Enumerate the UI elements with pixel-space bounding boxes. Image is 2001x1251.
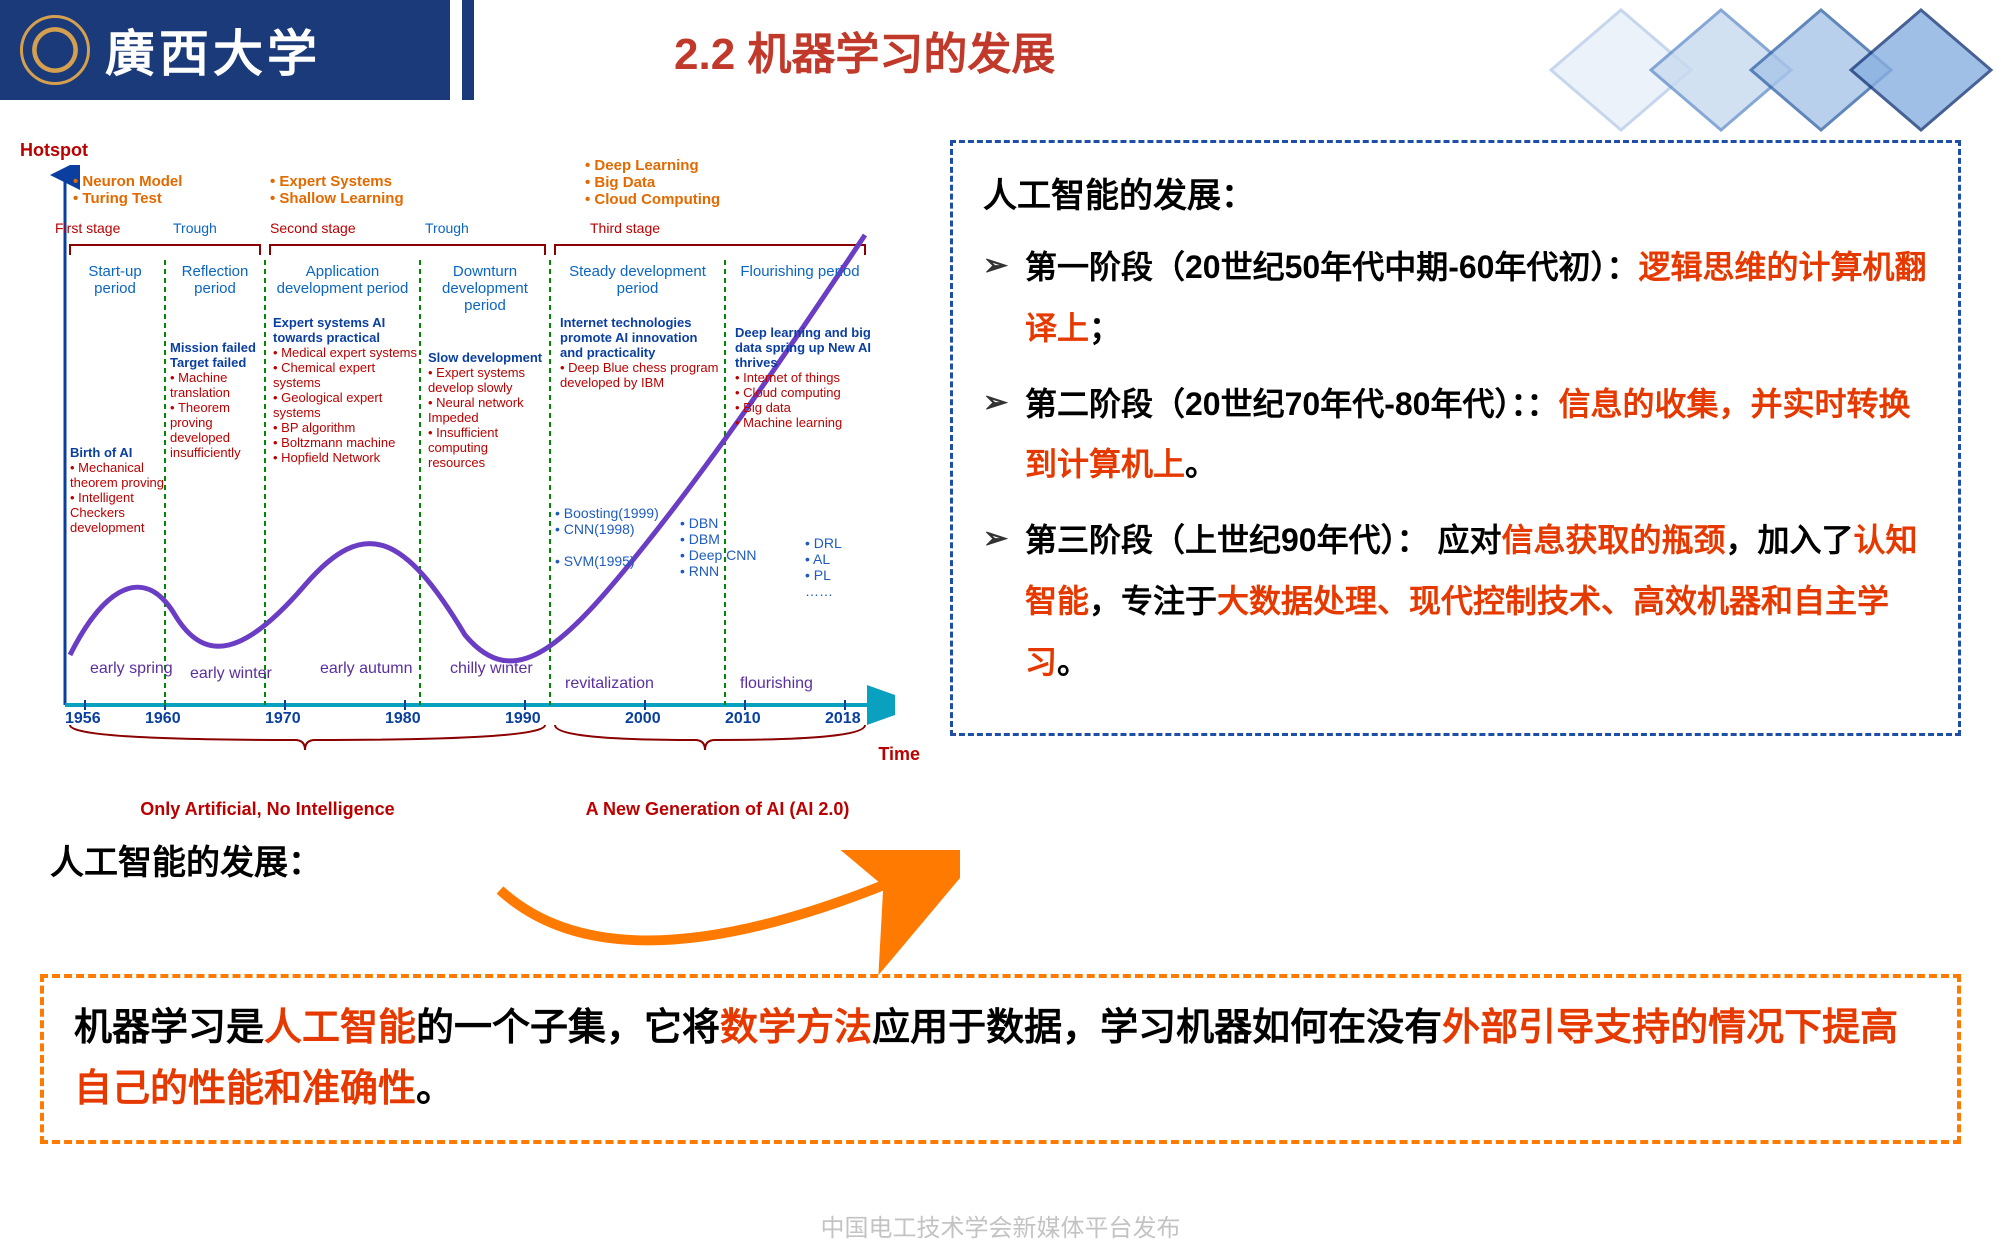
year-1980: 1980 <box>385 710 421 728</box>
main-content: Hotspot <box>0 100 2001 884</box>
col5-body: Internet technologies promote AI innovat… <box>560 315 720 390</box>
phase-1: early spring <box>90 660 173 678</box>
period-1: Start-up period <box>70 263 160 297</box>
summary-box: 机器学习是人工智能的一个子集，它将数学方法应用于数据，学习机器如何在没有外部引导… <box>40 974 1961 1144</box>
left-column: Hotspot <box>20 140 920 884</box>
col6-techs: • DRL• AL• PL…… <box>805 535 842 599</box>
col5-techs: • Boosting(1999)• CNN(1998)• SVM(1995) <box>555 505 659 569</box>
period-4: Downturn development period <box>425 263 545 314</box>
university-seal-icon <box>20 15 90 85</box>
logo-area: 廣西大学 <box>0 0 450 100</box>
col5-techs2: • DBN• DBM• Deep CNN• RNN <box>680 515 757 579</box>
footer-watermark: 中国电工技术学会新媒体平台发布 <box>0 1208 2001 1243</box>
phase-6: flourishing <box>740 675 813 693</box>
chart-text-layer: • Neuron Model• Turing Test • Expert Sys… <box>45 165 895 765</box>
university-name: 廣西大学 <box>105 14 321 86</box>
slide-title: 2.2 机器学习的发展 <box>674 18 1055 82</box>
col1-body: Birth of AI • Mechanical theorem proving… <box>70 445 165 535</box>
stage-1: 第一阶段（20世纪50年代中期-60年代初）：逻辑思维的计算机翻译上； <box>983 237 1928 359</box>
second-stage-label: Second stage <box>270 220 356 236</box>
trough2-label: Trough <box>425 220 469 236</box>
stages-panel: 人工智能的发展： 第一阶段（20世纪50年代中期-60年代初）：逻辑思维的计算机… <box>950 140 1961 736</box>
right-column: 人工智能的发展： 第一阶段（20世纪50年代中期-60年代初）：逻辑思维的计算机… <box>950 140 1961 884</box>
header-divider <box>462 0 474 100</box>
third-stage-label: Third stage <box>590 220 660 236</box>
year-1970: 1970 <box>265 710 301 728</box>
timeline-chart: Hotspot <box>20 140 920 820</box>
year-2000: 2000 <box>625 710 661 728</box>
y-axis-label: Hotspot <box>20 140 88 161</box>
period-2: Reflection period <box>170 263 260 297</box>
year-1960: 1960 <box>145 710 181 728</box>
stage1-bullets: • Neuron Model• Turing Test <box>73 173 182 207</box>
chart-caption: Only Artificial, No Intelligence A New G… <box>20 799 920 820</box>
stage2-bullets: • Expert Systems• Shallow Learning <box>270 173 404 207</box>
year-1990: 1990 <box>505 710 541 728</box>
col3-body: Expert systems AI towards practical • Me… <box>273 315 418 465</box>
sub-label: 人工智能的发展： <box>50 835 920 884</box>
phase-3: early autumn <box>320 660 413 678</box>
header: 廣西大学 2.2 机器学习的发展 <box>0 0 2001 100</box>
stage-3: 第三阶段（上世纪90年代）： 应对信息获取的瓶颈，加入了认知智能，专注于大数据处… <box>983 510 1928 692</box>
year-1956: 1956 <box>65 710 101 728</box>
trough1-label: Trough <box>173 220 217 236</box>
caption-right: A New Generation of AI (AI 2.0) <box>515 799 920 820</box>
panel-list: 第一阶段（20世纪50年代中期-60年代初）：逻辑思维的计算机翻译上； 第二阶段… <box>983 237 1928 693</box>
phase-2: early winter <box>190 665 272 683</box>
stage3-bullets: • Deep Learning• Big Data• Cloud Computi… <box>585 157 720 208</box>
period-3: Application development period <box>270 263 415 297</box>
phase-5: revitalization <box>565 675 654 693</box>
first-stage-label: First stage <box>55 220 120 236</box>
year-2018: 2018 <box>825 710 861 728</box>
col2-body: Mission failed Target failed • Machine t… <box>170 340 265 460</box>
stage-2: 第二阶段（20世纪70年代-80年代）：：信息的收集，并实时转换到计算机上。 <box>983 374 1928 496</box>
col6-body: Deep learning and big data spring up New… <box>735 325 885 430</box>
caption-left: Only Artificial, No Intelligence <box>20 799 515 820</box>
col4-body: Slow development • Expert systems develo… <box>428 350 548 470</box>
period-5: Steady development period <box>555 263 720 297</box>
x-axis-label: Time <box>878 744 920 765</box>
panel-title: 人工智能的发展： <box>983 168 1928 217</box>
period-6: Flourishing period <box>730 263 870 280</box>
phase-4: chilly winter <box>450 660 533 678</box>
year-2010: 2010 <box>725 710 761 728</box>
